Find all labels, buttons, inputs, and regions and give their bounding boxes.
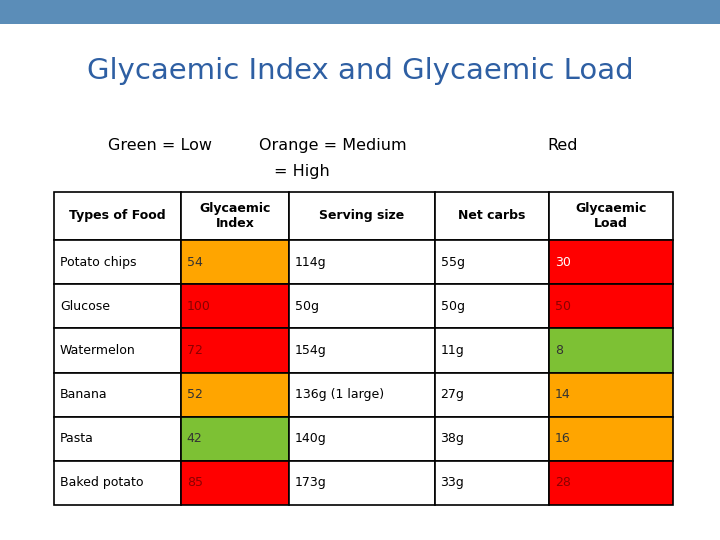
Text: Serving size: Serving size — [320, 210, 405, 222]
Text: 54: 54 — [186, 256, 202, 269]
Text: 14: 14 — [555, 388, 571, 401]
Text: 16: 16 — [555, 432, 571, 445]
Text: Glycaemic
Index: Glycaemic Index — [199, 202, 271, 230]
Text: 114g: 114g — [295, 256, 327, 269]
Text: 52: 52 — [186, 388, 202, 401]
Text: Baked potato: Baked potato — [60, 476, 143, 489]
Text: Glycaemic
Load: Glycaemic Load — [575, 202, 647, 230]
Text: 50g: 50g — [441, 300, 464, 313]
Text: 30: 30 — [555, 256, 571, 269]
Text: 100: 100 — [186, 300, 210, 313]
Text: 27g: 27g — [441, 388, 464, 401]
Text: Glycaemic Index and Glycaemic Load: Glycaemic Index and Glycaemic Load — [86, 57, 634, 85]
Text: 136g (1 large): 136g (1 large) — [295, 388, 384, 401]
Text: Net carbs: Net carbs — [459, 210, 526, 222]
Text: Watermelon: Watermelon — [60, 344, 135, 357]
Text: 154g: 154g — [295, 344, 327, 357]
Text: 50g: 50g — [295, 300, 319, 313]
Text: 33g: 33g — [441, 476, 464, 489]
Text: Types of Food: Types of Food — [69, 210, 166, 222]
Text: 140g: 140g — [295, 432, 327, 445]
Text: Pasta: Pasta — [60, 432, 94, 445]
Text: Potato chips: Potato chips — [60, 256, 136, 269]
Text: 8: 8 — [555, 344, 563, 357]
Text: Glucose: Glucose — [60, 300, 109, 313]
Text: 42: 42 — [186, 432, 202, 445]
Text: 55g: 55g — [441, 256, 464, 269]
Text: Orange = Medium: Orange = Medium — [259, 138, 407, 153]
Text: 173g: 173g — [295, 476, 327, 489]
Text: 85: 85 — [186, 476, 203, 489]
Text: 50: 50 — [555, 300, 571, 313]
Text: 28: 28 — [555, 476, 571, 489]
Text: Red: Red — [547, 138, 577, 153]
Text: 38g: 38g — [441, 432, 464, 445]
Text: Green = Low: Green = Low — [108, 138, 212, 153]
Text: 11g: 11g — [441, 344, 464, 357]
Text: = High: = High — [274, 164, 329, 179]
Text: 72: 72 — [186, 344, 202, 357]
Text: Banana: Banana — [60, 388, 107, 401]
